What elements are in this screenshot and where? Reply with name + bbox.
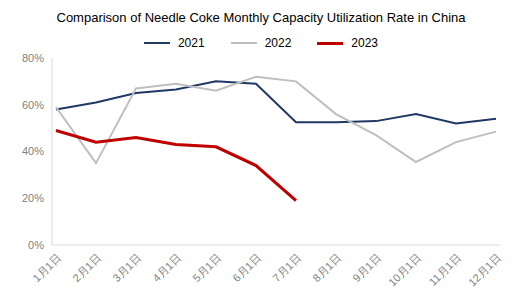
html-text:2021: 2021 xyxy=(177,36,205,50)
html-text:2023: 2023 xyxy=(351,36,378,50)
svg-text:1月1日: 1月1日 xyxy=(30,251,63,284)
html-text:2022: 2022 xyxy=(264,36,292,50)
svg-text:5月1日: 5月1日 xyxy=(190,251,223,284)
svg-text:8月1日: 8月1日 xyxy=(310,251,343,284)
svg-text:60%: 60% xyxy=(22,99,44,111)
svg-text:20%: 20% xyxy=(22,192,44,204)
svg-text:6月1日: 6月1日 xyxy=(230,251,263,284)
svg-text:0%: 0% xyxy=(28,239,44,251)
svg-text:80%: 80% xyxy=(22,52,44,64)
svg-text:11月1日: 11月1日 xyxy=(426,251,462,287)
svg-text:7月1日: 7月1日 xyxy=(270,251,303,284)
svg-text:4月1日: 4月1日 xyxy=(150,251,183,284)
html-text:Comparison of Needle Coke Mont: Comparison of Needle Coke Monthly Capaci… xyxy=(56,10,466,25)
svg-text:2月1日: 2月1日 xyxy=(70,251,103,284)
svg-text:9月1日: 9月1日 xyxy=(350,251,383,284)
svg-text:40%: 40% xyxy=(22,145,44,157)
svg-text:3月1日: 3月1日 xyxy=(110,251,143,284)
svg-text:12月1日: 12月1日 xyxy=(466,251,503,288)
svg-text:10月1日: 10月1日 xyxy=(386,251,423,288)
